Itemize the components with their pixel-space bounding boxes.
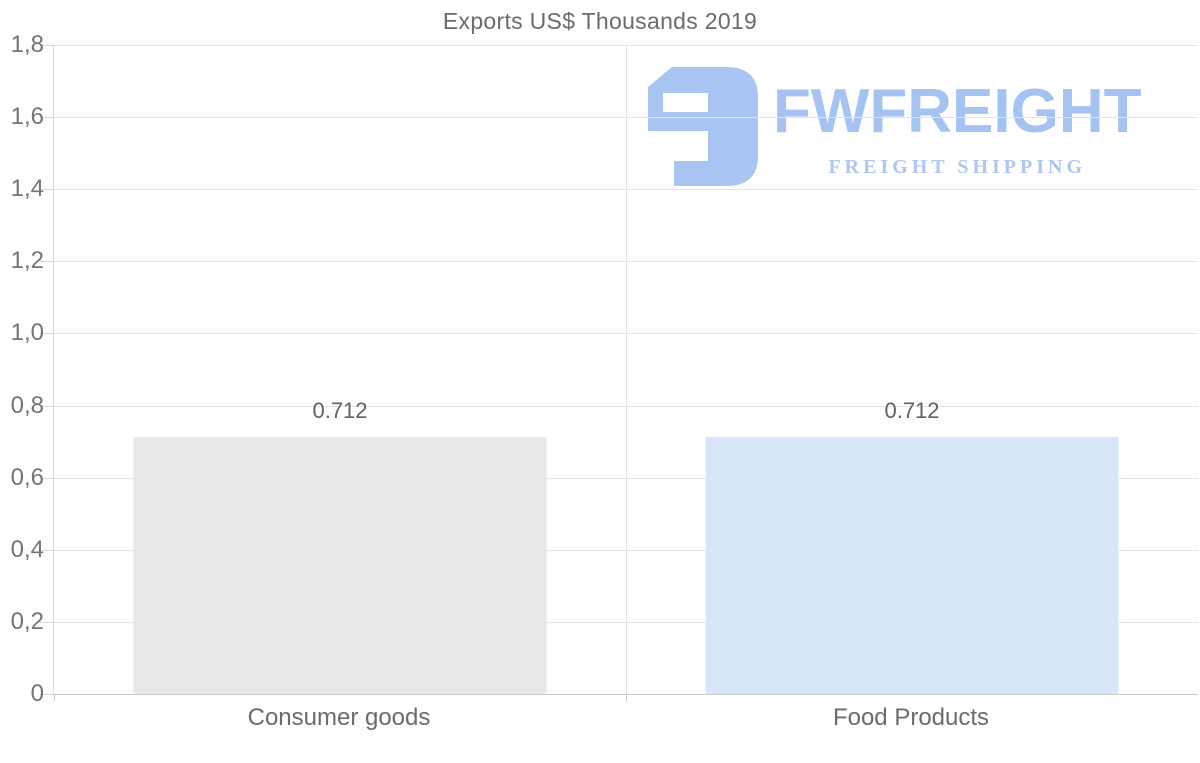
y-tick-label: 0,6 <box>10 463 44 491</box>
y-tick-label: 1,8 <box>10 31 44 58</box>
category-column-consumer-goods: 0.712 <box>54 45 626 694</box>
y-tick <box>40 333 54 335</box>
y-tick-label: 1,4 <box>10 175 44 203</box>
y-tick-label: 1,2 <box>10 247 44 275</box>
category-column-food-products: 0.712 <box>626 45 1198 694</box>
y-tick-label: 1,0 <box>10 319 44 347</box>
fwfreight-logo-icon <box>648 67 758 186</box>
bar-value-label: 0.712 <box>884 398 940 424</box>
y-tick-label: 1,6 <box>10 103 44 131</box>
y-tick <box>40 405 54 407</box>
x-category-label: Consumer goods <box>247 704 431 731</box>
y-tick <box>40 621 54 623</box>
plot-area: 0.712 0.712 <box>40 45 1198 701</box>
y-tick <box>40 45 54 46</box>
y-tick <box>40 117 54 119</box>
y-tick <box>40 477 54 479</box>
y-tick-label: 0 <box>30 680 44 707</box>
x-axis-labels: Consumer goods Food Products <box>53 704 1197 732</box>
category-divider <box>626 45 627 694</box>
chart-title: Exports US$ Thousands 2019 <box>442 8 758 34</box>
y-tick-label: 0,8 <box>10 391 44 419</box>
y-axis-labels: 1,8 1,6 1,4 1,2 1,0 0,8 0,6 0,4 0,2 0 <box>0 31 44 707</box>
x-category-label: Food Products <box>832 704 990 731</box>
x-tick-mid <box>626 694 627 701</box>
brand-watermark: FWFREIGHT FREIGHT SHIPPING <box>648 67 1142 186</box>
bar-consumer-goods <box>133 437 547 694</box>
bar-value-label: 0.712 <box>312 398 368 424</box>
y-tick <box>40 549 54 551</box>
y-tick <box>40 694 54 695</box>
x-tick-left <box>54 694 55 701</box>
brand-name: FWFREIGHT <box>773 77 1142 146</box>
brand-tagline: FREIGHT SHIPPING <box>828 156 1087 178</box>
y-tick-label: 0,2 <box>10 607 44 635</box>
bar-food-products <box>705 437 1119 694</box>
brand-text-block: FWFREIGHT FREIGHT SHIPPING <box>773 67 1142 186</box>
y-tick-label: 0,4 <box>10 535 44 563</box>
y-tick <box>40 189 54 191</box>
y-tick <box>40 261 54 263</box>
